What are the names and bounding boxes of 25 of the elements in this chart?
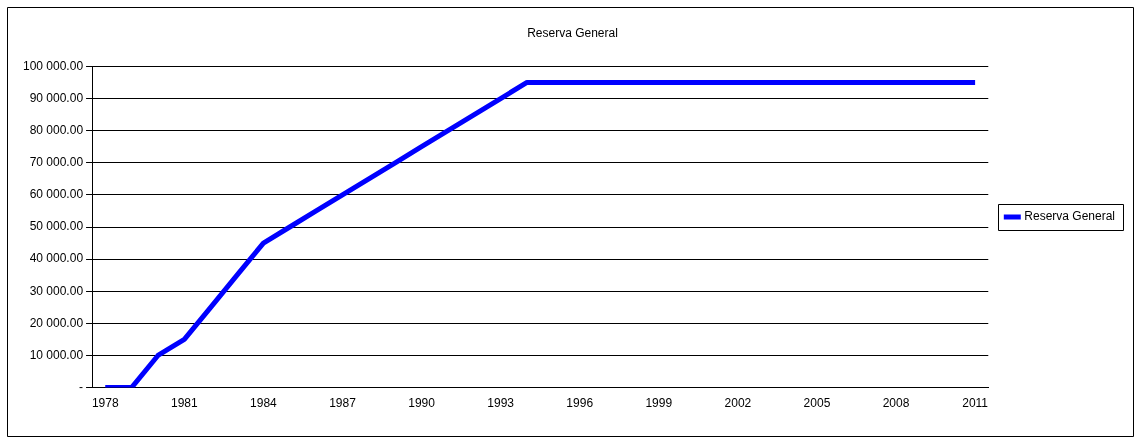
y-tick-label: -	[79, 379, 84, 394]
y-tick-label: 50 000.00	[29, 219, 84, 234]
y-tick-label: 30 000.00	[29, 283, 84, 298]
x-tick-label: 1987	[329, 396, 357, 411]
x-tick-label: 1990	[408, 396, 436, 411]
x-tick-label: 2008	[882, 396, 910, 411]
x-tick-label: 1978	[91, 396, 119, 411]
x-tick-label: 1984	[250, 396, 278, 411]
legend-label: Reserva General	[1024, 209, 1116, 224]
y-tick-label: 40 000.00	[29, 251, 84, 266]
y-tick-label: 10 000.00	[29, 347, 84, 362]
y-tick-label: 100 000.00	[23, 58, 84, 73]
y-tick-label: 70 000.00	[29, 155, 84, 170]
y-tick-label: 80 000.00	[29, 122, 84, 137]
x-tick-label: 1999	[645, 396, 673, 411]
x-tick-label: 2002	[724, 396, 752, 411]
x-tick-label: 2005	[803, 396, 831, 411]
x-tick-label: 1996	[566, 396, 594, 411]
x-tick-label: 1981	[170, 396, 198, 411]
y-tick-label: 60 000.00	[29, 187, 84, 202]
y-tick-label: 20 000.00	[29, 315, 84, 330]
x-tick-label: 2011	[962, 396, 989, 411]
x-tick-label: 1993	[487, 396, 515, 411]
chart-title: Reserva General	[527, 25, 618, 40]
y-tick-label: 90 000.00	[29, 90, 84, 105]
